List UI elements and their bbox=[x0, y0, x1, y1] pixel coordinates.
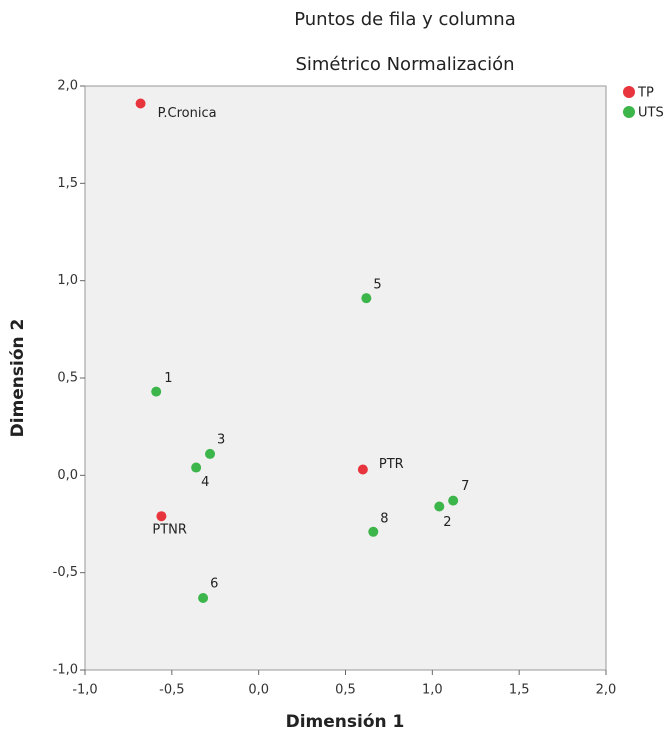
point-label: 8 bbox=[380, 511, 388, 526]
point-label: PTNR bbox=[152, 523, 187, 538]
point-label: PTR bbox=[379, 457, 404, 472]
point bbox=[448, 495, 459, 506]
point-label: 3 bbox=[217, 432, 225, 447]
x-tick-label: 1,5 bbox=[509, 683, 530, 698]
point-label: 2 bbox=[443, 515, 451, 530]
point-label: P.Cronica bbox=[158, 106, 217, 121]
y-tick-label: 1,0 bbox=[57, 273, 78, 288]
y-tick-label: -1,0 bbox=[53, 663, 78, 678]
x-tick-label: 0,5 bbox=[335, 683, 356, 698]
y-tick-label: 0,5 bbox=[57, 371, 78, 386]
y-tick-label: 2,0 bbox=[57, 79, 78, 94]
legend-swatch bbox=[623, 86, 635, 98]
plot-area bbox=[84, 85, 607, 671]
x-tick-label: 1,0 bbox=[422, 683, 443, 698]
legend-label: UTS bbox=[638, 106, 664, 121]
chart-subtitle: Simétrico Normalización bbox=[295, 54, 514, 75]
point bbox=[191, 462, 202, 473]
legend-swatch bbox=[623, 106, 635, 118]
y-tick-label: 0,0 bbox=[57, 468, 78, 483]
point-label: 6 bbox=[210, 576, 218, 591]
x-tick-label: 2,0 bbox=[596, 683, 617, 698]
point bbox=[361, 293, 372, 304]
point bbox=[434, 501, 445, 512]
point-label: 4 bbox=[201, 475, 209, 490]
x-axis-title: Dimensión 1 bbox=[286, 712, 405, 732]
point bbox=[205, 448, 216, 459]
x-tick-label: -1,0 bbox=[72, 683, 97, 698]
chart-title: Puntos de fila y columna bbox=[294, 9, 516, 30]
legend-label: TP bbox=[637, 86, 654, 101]
y-tick-label: -0,5 bbox=[53, 565, 78, 580]
point-label: 5 bbox=[373, 278, 381, 293]
point-label: 7 bbox=[461, 479, 469, 494]
point bbox=[135, 98, 146, 109]
point bbox=[198, 592, 209, 603]
point bbox=[156, 511, 167, 522]
point bbox=[151, 386, 162, 397]
y-axis-title: Dimensión 2 bbox=[8, 319, 28, 438]
point-label: 1 bbox=[164, 371, 172, 386]
point bbox=[357, 464, 368, 475]
point bbox=[368, 526, 379, 537]
y-tick-label: 1,5 bbox=[57, 176, 78, 191]
x-tick-label: -0,5 bbox=[159, 683, 184, 698]
x-tick-label: 0,0 bbox=[248, 683, 269, 698]
